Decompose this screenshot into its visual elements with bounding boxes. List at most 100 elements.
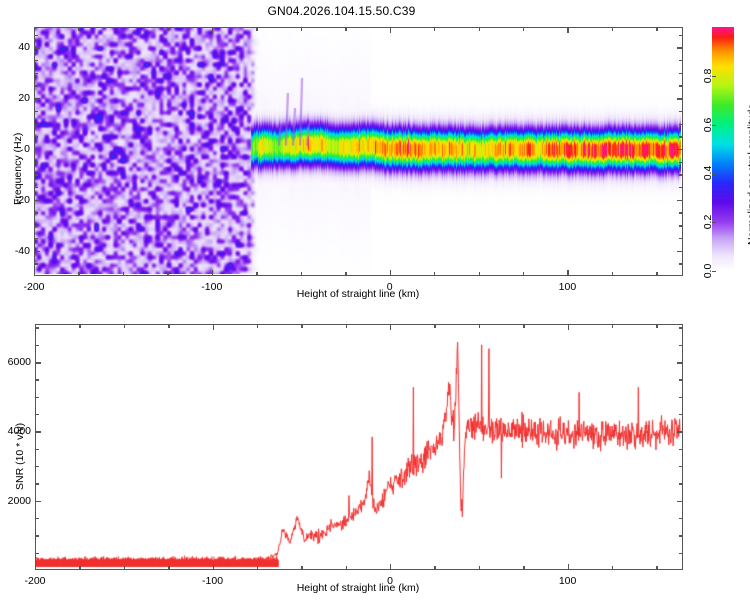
colorbar-tick-label: 0.6 <box>702 117 714 132</box>
y-minor-tick-right <box>679 535 683 537</box>
x-minor-tick-top <box>478 27 480 31</box>
y-minor-tick <box>34 60 38 62</box>
x-minor-tick-top <box>434 324 436 328</box>
colorbar-tick-label: 0.4 <box>702 166 714 181</box>
colorbar-tick-label: 0.8 <box>702 68 714 84</box>
x-major-tick <box>389 270 391 276</box>
x-major-tick-top <box>390 324 392 330</box>
y-minor-tick <box>34 225 38 227</box>
y-major-tick-right <box>677 362 683 364</box>
y-major-tick-right <box>677 148 683 151</box>
spectrogram-plot-area[interactable] <box>34 27 683 276</box>
y-minor-tick <box>35 535 39 537</box>
x-major-tick-top <box>567 324 569 330</box>
y-minor-tick <box>35 466 39 468</box>
y-minor-tick <box>34 161 38 164</box>
colorbar-tick <box>712 124 716 126</box>
x-tick-label: 0 <box>386 281 393 293</box>
x-minor-tick <box>611 272 614 276</box>
x-major-tick <box>211 270 214 276</box>
y-tick-label: 4000 <box>7 425 31 438</box>
y-major-tick <box>34 47 40 49</box>
y-tick-label: -40 <box>14 244 30 257</box>
y-major-tick-right <box>677 98 683 100</box>
y-minor-tick-right <box>679 174 683 176</box>
y-minor-tick-right <box>679 60 683 62</box>
y-major-tick-right <box>677 431 683 433</box>
x-tick-label: -200 <box>24 575 46 587</box>
y-minor-tick-right <box>679 263 683 265</box>
x-major-tick-top <box>34 27 36 33</box>
x-minor-tick <box>345 566 348 570</box>
y-major-tick <box>34 148 40 151</box>
x-minor-tick <box>478 272 480 276</box>
colorbar-tick-label: 0.2 <box>702 214 714 230</box>
spectrogram-canvas <box>35 28 681 274</box>
y-minor-tick-right <box>679 237 683 240</box>
figure-title: GN04.2026.104.15.50.C39 <box>267 4 416 18</box>
x-major-tick-top <box>211 27 214 33</box>
x-major-tick-top <box>389 27 391 33</box>
x-minor-tick <box>168 566 170 570</box>
y-minor-tick <box>35 518 39 520</box>
x-minor-tick <box>167 272 169 276</box>
x-minor-tick <box>256 566 259 570</box>
x-minor-tick-top <box>656 324 658 328</box>
x-minor-tick <box>78 272 80 276</box>
y-minor-tick <box>34 72 38 75</box>
x-minor-tick-top <box>167 27 169 31</box>
x-minor-tick-top <box>478 324 481 328</box>
y-major-tick <box>35 362 41 364</box>
x-minor-tick-top <box>523 324 525 328</box>
colorbar-tick <box>712 222 716 224</box>
y-minor-tick-right <box>679 136 683 138</box>
y-minor-tick <box>34 123 38 125</box>
x-tick-label: 100 <box>558 281 577 293</box>
x-minor-tick-top <box>611 324 614 328</box>
x-minor-tick-top <box>522 27 525 31</box>
x-major-tick-top <box>212 324 214 330</box>
y-minor-tick-right <box>679 344 683 347</box>
y-minor-tick <box>35 448 39 451</box>
y-minor-tick <box>35 414 39 416</box>
y-minor-tick <box>34 263 38 265</box>
x-major-tick <box>567 270 569 276</box>
x-major-tick <box>212 564 214 570</box>
colorbar-tick <box>712 271 716 273</box>
x-major-tick <box>34 270 36 276</box>
y-minor-tick-right <box>679 396 683 399</box>
snr-plot-area[interactable] <box>35 324 683 570</box>
y-tick-label: 0 <box>24 142 30 155</box>
y-tick-label: 2000 <box>7 494 31 507</box>
spectrogram-x-axis-label: Height of straight line (km) <box>296 288 420 300</box>
snr-canvas <box>36 325 681 568</box>
y-minor-tick-right <box>679 466 683 468</box>
y-major-tick-right <box>677 500 683 503</box>
y-minor-tick-right <box>679 110 683 113</box>
y-minor-tick <box>35 483 39 485</box>
x-minor-tick <box>345 272 347 276</box>
x-minor-tick <box>656 272 658 276</box>
x-major-tick <box>35 564 37 570</box>
x-minor-tick-top <box>122 27 125 31</box>
x-minor-tick-top <box>256 27 258 31</box>
y-minor-tick-right <box>679 123 683 125</box>
x-minor-tick-top <box>123 324 126 328</box>
y-minor-tick-right <box>679 161 683 164</box>
spectrogram-y-axis-label: Frequency (Hz) <box>12 132 24 205</box>
y-minor-tick <box>35 552 39 555</box>
y-minor-tick <box>35 344 39 347</box>
y-minor-tick-right <box>679 327 683 329</box>
x-minor-tick <box>300 272 303 276</box>
y-minor-tick <box>34 85 38 87</box>
x-tick-label: -200 <box>23 281 45 293</box>
x-minor-tick <box>434 272 436 276</box>
y-minor-tick <box>35 396 39 399</box>
colorbar[interactable] <box>712 27 734 271</box>
x-major-tick <box>390 564 392 570</box>
y-minor-tick-right <box>679 187 683 189</box>
y-major-tick-right <box>677 47 683 49</box>
y-minor-tick-right <box>679 552 683 555</box>
x-minor-tick-top <box>78 27 80 31</box>
